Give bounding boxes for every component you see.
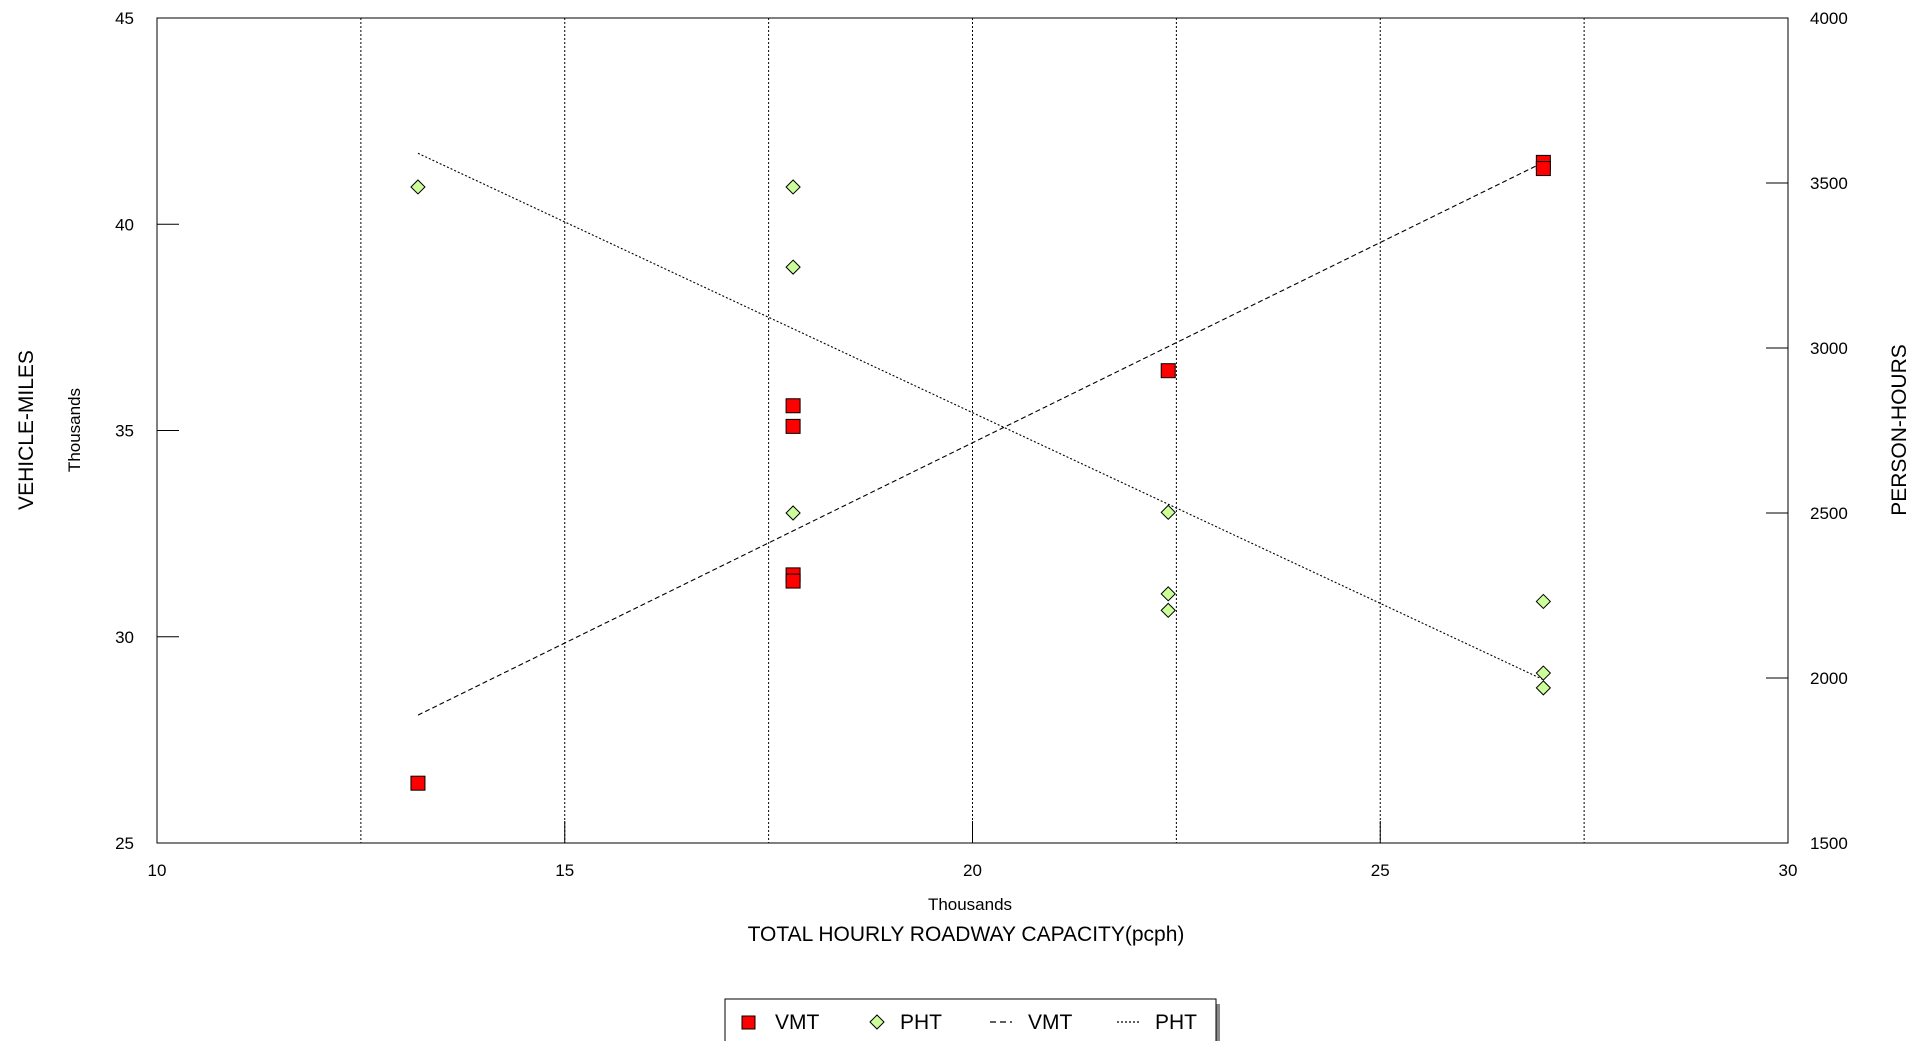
pht-data-point (785, 505, 801, 521)
vmt-data-point (785, 398, 801, 414)
y-right-tick-label: 4000 (1810, 9, 1848, 28)
y-left-tick-label: 30 (115, 628, 134, 647)
x-unit-label: Thousands (928, 895, 1012, 914)
trendline-layer (417, 152, 1544, 716)
y-left-tick-label: 45 (115, 9, 134, 28)
vmt-data-point (410, 775, 426, 791)
x-tick-label: 20 (963, 861, 982, 880)
legend-label-pht-line: PHT (1155, 1011, 1197, 1034)
pht-data-point (1160, 504, 1176, 521)
y-right-tick-label: 1500 (1810, 834, 1848, 853)
pht-data-point (785, 259, 801, 275)
x-tick-label: 30 (1779, 861, 1798, 880)
y-right-axis-title: PERSON-HOURS (1888, 344, 1911, 516)
x-axis-title: TOTAL HOURLY ROADWAY CAPACITY(pcph) (748, 923, 1185, 946)
tick-layer: 10 15 20 25 30 25 30 35 40 45 1500 2000 2500 3000 3500… (115, 9, 1848, 880)
legend-label-vmt-line: VMT (1028, 1011, 1073, 1034)
vmt-trendline (417, 161, 1544, 716)
pht-data-point (785, 179, 801, 195)
pht-data-point (410, 179, 426, 195)
vmt-data-point (1160, 363, 1176, 379)
legend-label-pht-scatter: PHT (900, 1011, 942, 1034)
legend-label-vmt-scatter: VMT (775, 1011, 820, 1034)
x-tick-label: 15 (555, 861, 574, 880)
x-tick-label: 10 (148, 861, 167, 880)
vmt-data-point (1535, 161, 1551, 177)
pht-data-point (1535, 680, 1552, 696)
y-left-tick-label: 35 (115, 422, 134, 441)
vmt-data-point (785, 573, 801, 589)
y-right-tick-label: 3500 (1810, 174, 1848, 193)
pht-trendline (417, 152, 1544, 681)
pht-data-point (1535, 593, 1552, 610)
marker-layer (410, 154, 1552, 791)
legend-vmt-square-icon (741, 1015, 756, 1030)
pht-data-point (1160, 586, 1176, 602)
y-left-axis-title: VEHICLE-MILES (15, 350, 38, 510)
vmt-data-point (785, 418, 801, 434)
y-right-tick-label: 2000 (1810, 669, 1848, 688)
y-left-tick-label: 40 (115, 215, 134, 234)
legend-pht-diamond-icon (869, 1014, 885, 1030)
legend: VMT PHT VMT PHT (724, 998, 1220, 1046)
y-right-tick-label: 2500 (1810, 504, 1848, 523)
y-left-tick-label: 25 (115, 834, 134, 853)
pht-data-point (1160, 602, 1176, 619)
pht-data-point (1535, 665, 1552, 681)
y-right-tick-label: 3000 (1810, 339, 1848, 358)
x-tick-label: 25 (1371, 861, 1390, 880)
grid-layer (360, 18, 1585, 843)
y-left-unit-label: Thousands (65, 388, 84, 472)
